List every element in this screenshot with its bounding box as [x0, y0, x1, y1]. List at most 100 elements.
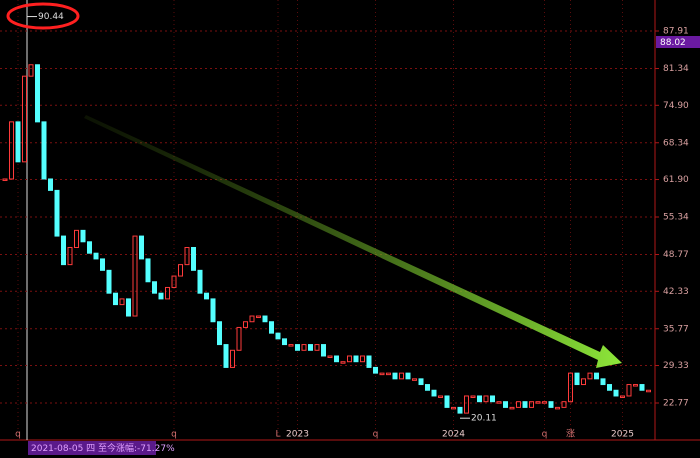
candle [243, 321, 248, 328]
candle [568, 372, 573, 403]
candle [171, 275, 177, 288]
y-tick-label: 22.77 [663, 398, 689, 408]
candle [314, 344, 320, 351]
candle [594, 372, 599, 380]
candle [405, 372, 411, 380]
price-tag: 88.02 [660, 38, 686, 48]
highlight-ellipse [6, 2, 80, 30]
candle [529, 401, 534, 408]
candle [54, 189, 60, 237]
footer-text: 2021-08-05 四 至今涨幅:-71.27% [31, 442, 175, 454]
x-tick-label: 2023 [286, 430, 309, 440]
candle [48, 178, 53, 191]
high-label: 90.44 [38, 12, 64, 22]
candle [2, 178, 8, 181]
candle [15, 121, 21, 163]
candle [626, 384, 632, 397]
candle [152, 281, 157, 294]
y-tick-label: 29.33 [663, 361, 689, 371]
candle [308, 344, 313, 351]
candle [113, 292, 118, 306]
candle [451, 406, 456, 410]
candle [9, 121, 14, 180]
candle [646, 389, 651, 393]
candle [425, 384, 430, 391]
candle [581, 378, 586, 386]
candle [386, 372, 391, 376]
candle [67, 246, 73, 266]
candle [217, 321, 222, 346]
candle [230, 349, 235, 368]
candle [35, 64, 40, 123]
y-tick-label: 55.34 [663, 213, 689, 223]
candle [334, 355, 339, 363]
x-tick-label: 2024 [442, 430, 465, 440]
plot: 87.91 81.34 74.90 68.34 61.90 55.34 48.77 42.33… [0, 0, 689, 440]
candle [87, 241, 92, 254]
candle [444, 395, 450, 408]
price-tag-box [656, 36, 700, 48]
candle [412, 378, 417, 381]
candle [620, 395, 625, 398]
candle [22, 75, 27, 163]
x-tick-label: L [275, 430, 280, 440]
candle [269, 321, 274, 334]
candle [347, 355, 352, 363]
candle [165, 286, 170, 300]
x-tick-label: 涨 [566, 429, 575, 440]
candle [197, 269, 203, 294]
candle [379, 372, 385, 376]
candle [464, 395, 469, 414]
candle [178, 264, 183, 277]
candle [483, 395, 489, 403]
candle [301, 344, 307, 351]
candle [249, 315, 255, 323]
low-label: 20.11 [471, 414, 497, 424]
candle [184, 246, 190, 266]
candle [93, 252, 99, 260]
candle [509, 406, 515, 410]
candle [41, 121, 47, 180]
candle [542, 401, 547, 404]
candle [28, 64, 34, 77]
x-tick-label: q [15, 430, 21, 440]
candle [80, 229, 86, 243]
trend-arrow [84, 115, 622, 368]
candle [262, 315, 268, 323]
candle [340, 361, 346, 364]
candle [132, 235, 138, 317]
x-tick-label: q [542, 430, 548, 440]
candle [477, 395, 482, 403]
y-tick-label: 68.34 [663, 138, 689, 148]
candle [587, 372, 593, 380]
candle [392, 372, 398, 380]
y-tick-label: 48.77 [663, 250, 689, 260]
candle [126, 298, 131, 317]
candle [600, 378, 606, 386]
candle [373, 366, 378, 374]
candle [210, 298, 216, 323]
candle [535, 401, 541, 404]
candle [490, 395, 495, 403]
candle [74, 229, 79, 248]
candle [191, 246, 196, 271]
candle [561, 401, 567, 408]
candle [158, 292, 164, 300]
candle [438, 395, 443, 398]
x-tick-label: 2025 [611, 430, 634, 440]
candle [399, 372, 404, 380]
candle [61, 235, 66, 266]
candle [522, 401, 528, 408]
candle [607, 384, 612, 391]
candle [106, 269, 112, 294]
y-tick-label: 42.33 [663, 287, 689, 297]
candle [457, 406, 463, 414]
candle [321, 344, 326, 357]
candle [256, 315, 261, 319]
candle [327, 355, 333, 358]
candle [470, 395, 476, 398]
y-tick-label: 61.90 [663, 175, 689, 185]
y-tick-label: 35.77 [663, 324, 689, 334]
footer-box [28, 441, 156, 455]
